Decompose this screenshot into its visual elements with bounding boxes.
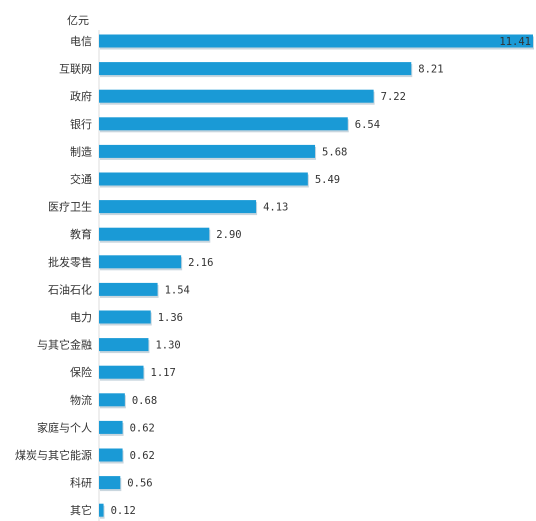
value-label: 7.22: [381, 91, 406, 103]
category-label: 石油石化: [48, 282, 92, 296]
value-label: 5.49: [315, 174, 340, 186]
bar: [99, 476, 121, 490]
value-label: 1.54: [165, 284, 190, 296]
value-label: 1.30: [155, 340, 180, 352]
category-label: 电力: [70, 311, 92, 324]
value-label: 0.62: [130, 422, 155, 434]
category-label: 银行: [70, 117, 92, 131]
category-label: 交通: [70, 172, 92, 186]
bar: [99, 365, 144, 379]
category-label: 煤炭与其它能源: [15, 448, 92, 462]
bar: [99, 200, 257, 214]
value-label: 8.21: [418, 64, 443, 76]
category-label: 保险: [70, 365, 92, 379]
value-label: 1.36: [158, 312, 183, 324]
value-label: 5.68: [322, 146, 347, 158]
bar: [99, 282, 158, 296]
bar: [99, 89, 374, 103]
value-label: 0.62: [130, 450, 155, 462]
bar: [99, 144, 316, 158]
category-label: 科研: [70, 476, 92, 490]
category-label: 制造: [70, 144, 92, 158]
value-label: 4.13: [263, 202, 288, 214]
unit-label: 亿元: [67, 14, 89, 27]
category-label: 教育: [70, 227, 92, 241]
bar: [99, 310, 151, 324]
bar: [99, 393, 125, 407]
bar: [99, 172, 308, 186]
value-label: 1.17: [151, 367, 176, 379]
value-label: 2.90: [216, 229, 241, 241]
category-label: 其它: [70, 503, 92, 517]
bar: [99, 227, 210, 241]
bar: [99, 255, 182, 269]
value-label: 11.41: [499, 36, 531, 48]
bar: [99, 503, 104, 517]
value-label: 0.56: [127, 478, 152, 490]
category-label: 电信: [70, 35, 92, 48]
category-label: 物流: [70, 393, 92, 407]
category-label: 医疗卫生: [48, 200, 92, 214]
bar: [99, 448, 123, 462]
category-label: 与其它金融: [37, 338, 92, 352]
value-label: 6.54: [355, 119, 380, 131]
category-label: 政府: [70, 89, 92, 103]
bar: [99, 117, 348, 131]
category-label: 互联网: [59, 63, 92, 76]
bar: [99, 34, 533, 48]
value-label: 2.16: [188, 257, 213, 269]
bars-group: 电信 11.41 互联网 8.21 政府 7.22 银行 6.54 制造 5.68 交通 5.49 医疗…: [15, 34, 534, 519]
bar: [99, 62, 412, 76]
value-label: 0.68: [132, 395, 157, 407]
bar: [99, 338, 149, 352]
category-label: 家庭与个人: [37, 420, 92, 434]
bar: [99, 420, 123, 434]
value-label: 0.12: [111, 505, 136, 517]
category-label: 批发零售: [48, 255, 92, 269]
